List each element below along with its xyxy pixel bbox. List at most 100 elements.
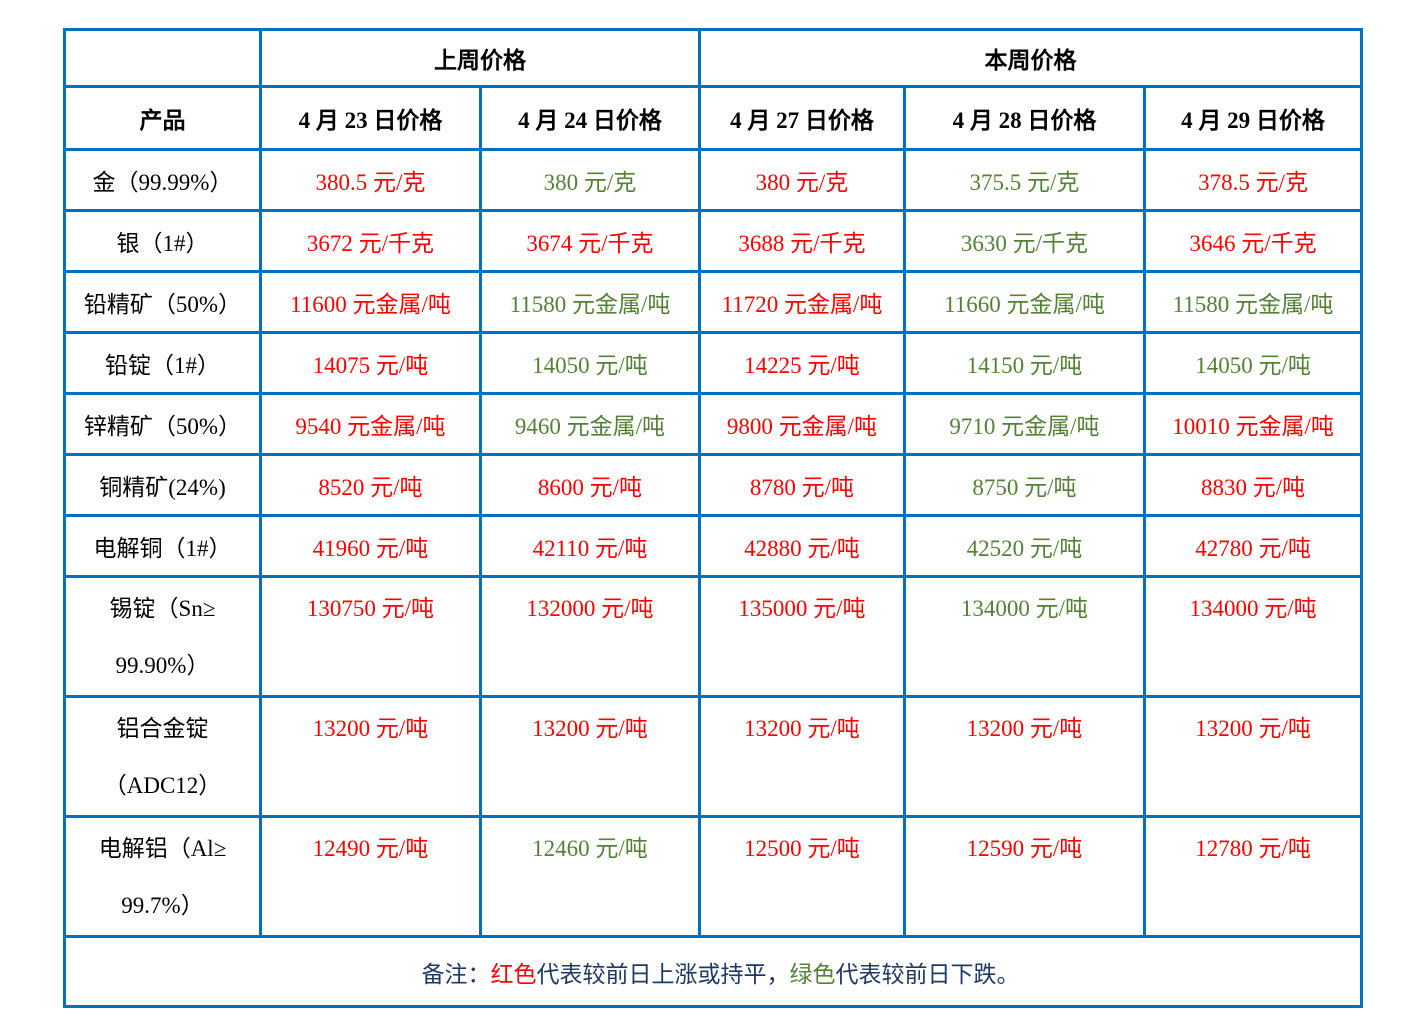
price-value: 42880 元/吨 (744, 536, 860, 561)
product-name-line2: 99.7%） (121, 893, 204, 918)
price-value: 42780 元/吨 (1195, 536, 1311, 561)
price-value: 14150 元/吨 (966, 353, 1083, 378)
table-row-tin-ingot: 锡锭（Sn≥ 99.90%） 130750 元/吨 132000 元/吨 135… (63, 575, 1364, 698)
this-week-group-header: 本周价格 (697, 28, 1364, 88)
date-column-header-apr24: 4 月 24 日价格 (479, 85, 701, 151)
product-cell: 铅精矿（50%） (63, 270, 262, 334)
note-cell: 备注：红色代表较前日上涨或持平，绿色代表较前日下跌。 (62, 935, 1364, 1008)
price-cell: 12780 元/吨 (1142, 815, 1364, 938)
price-value: 130750 元/吨 (306, 596, 435, 621)
product-name-line2: 99.90%） (115, 653, 210, 678)
price-value: 12590 元/吨 (966, 836, 1083, 861)
product-name: 锌精矿（50%） (83, 414, 242, 439)
group-header-row: 上周价格 本周价格 (63, 28, 1364, 88)
price-cell: 42880 元/吨 (698, 514, 906, 578)
price-cell: 3630 元/千克 (903, 209, 1146, 273)
price-value: 12500 元/吨 (744, 836, 860, 861)
price-cell: 132000 元/吨 (479, 575, 701, 698)
date-column-header-apr28: 4 月 28 日价格 (903, 85, 1146, 151)
price-cell: 3646 元/千克 (1142, 209, 1364, 273)
table-row-zinc-concentrate: 锌精矿（50%） 9540 元金属/吨 9460 元金属/吨 9800 元金属/… (63, 392, 1364, 456)
price-value: 9710 元金属/吨 (949, 414, 1100, 439)
product-column-header: 产品 (63, 85, 262, 151)
product-name: 铜精矿(24%) (99, 475, 226, 500)
price-cell: 12460 元/吨 (479, 815, 701, 938)
product-name: 电解铜（1#） (93, 536, 232, 561)
price-value: 12460 元/吨 (532, 836, 648, 861)
product-name-line1: 铝合金锭 (116, 716, 209, 741)
column-header-row: 产品 4 月 23 日价格 4 月 24 日价格 4 月 27 日价格 4 月 … (63, 85, 1364, 151)
product-name: 银（1#） (116, 231, 209, 256)
price-cell: 375.5 元/克 (903, 148, 1146, 212)
price-value: 134000 元/吨 (1189, 596, 1317, 621)
price-value: 9540 元金属/吨 (295, 414, 446, 439)
product-cell: 铝合金锭 （ADC12） (63, 695, 262, 818)
price-cell: 10010 元金属/吨 (1142, 392, 1364, 456)
price-value: 42110 元/吨 (532, 536, 648, 561)
price-value: 11720 元金属/吨 (721, 292, 883, 317)
price-value: 13200 元/吨 (744, 716, 860, 741)
price-value: 134000 元/吨 (960, 596, 1089, 621)
price-cell: 11720 元金属/吨 (698, 270, 906, 334)
product-name: 铅锭（1#） (105, 353, 220, 378)
price-cell: 135000 元/吨 (698, 575, 906, 698)
price-cell: 380 元/克 (698, 148, 906, 212)
product-cell: 电解铜（1#） (63, 514, 262, 578)
price-cell: 134000 元/吨 (903, 575, 1146, 698)
note-red-desc: 代表较前日上涨或持平， (536, 961, 790, 987)
price-value: 3674 元/千克 (526, 231, 654, 256)
price-cell: 11580 元金属/吨 (479, 270, 701, 334)
note-green-desc: 代表较前日下跌。 (835, 961, 1020, 987)
table-row-copper-concentrate: 铜精矿(24%) 8520 元/吨 8600 元/吨 8780 元/吨 8750… (63, 453, 1364, 517)
table-row-electrolytic-copper: 电解铜（1#） 41960 元/吨 42110 元/吨 42880 元/吨 42… (63, 514, 1364, 578)
price-value: 11580 元金属/吨 (1172, 292, 1334, 317)
price-value: 14050 元/吨 (1195, 353, 1311, 378)
price-cell: 8750 元/吨 (903, 453, 1146, 517)
price-cell: 13200 元/吨 (903, 695, 1146, 818)
price-cell: 13200 元/吨 (479, 695, 701, 818)
product-cell: 金（99.99%） (63, 148, 262, 212)
price-value: 8830 元/吨 (1200, 475, 1306, 500)
price-cell: 12500 元/吨 (698, 815, 906, 938)
price-value: 14050 元/吨 (532, 353, 648, 378)
price-cell: 9800 元金属/吨 (698, 392, 906, 456)
price-value: 14225 元/吨 (744, 353, 860, 378)
metal-price-table: 上周价格 本周价格 产品 4 月 23 日价格 4 月 24 日价格 4 月 2… (62, 28, 1364, 1008)
price-cell: 14225 元/吨 (698, 331, 906, 395)
last-week-group-header: 上周价格 (259, 28, 701, 88)
price-value: 13200 元/吨 (1195, 716, 1311, 741)
price-value: 11580 元金属/吨 (509, 292, 671, 317)
price-value: 13200 元/吨 (532, 716, 648, 741)
price-value: 8600 元/吨 (537, 475, 643, 500)
price-value: 380 元/克 (755, 170, 849, 195)
note-green-word: 绿色 (789, 961, 836, 987)
price-cell: 42780 元/吨 (1142, 514, 1364, 578)
table-row-lead-ingot: 铅锭（1#） 14075 元/吨 14050 元/吨 14225 元/吨 141… (63, 331, 1364, 395)
price-value: 380.5 元/克 (315, 170, 426, 195)
corner-cell (63, 28, 262, 88)
price-cell: 134000 元/吨 (1142, 575, 1364, 698)
table-row-lead-concentrate: 铅精矿（50%） 11600 元金属/吨 11580 元金属/吨 11720 元… (63, 270, 1364, 334)
price-value: 12490 元/吨 (312, 836, 429, 861)
price-cell: 8520 元/吨 (259, 453, 482, 517)
price-value: 11600 元金属/吨 (290, 292, 451, 317)
product-name-line1: 锡锭（Sn≥ (109, 596, 216, 621)
price-cell: 11660 元金属/吨 (903, 270, 1146, 334)
product-cell: 电解铝（Al≥ 99.7%） (63, 815, 262, 938)
price-value: 135000 元/吨 (738, 596, 866, 621)
price-cell: 41960 元/吨 (259, 514, 482, 578)
price-value: 14075 元/吨 (312, 353, 429, 378)
price-cell: 378.5 元/克 (1142, 148, 1364, 212)
price-cell: 380.5 元/克 (259, 148, 482, 212)
price-cell: 130750 元/吨 (259, 575, 482, 698)
price-cell: 12590 元/吨 (903, 815, 1146, 938)
price-cell: 8830 元/吨 (1142, 453, 1364, 517)
price-cell: 11580 元金属/吨 (1142, 270, 1364, 334)
price-value: 375.5 元/克 (969, 170, 1080, 195)
price-cell: 3672 元/千克 (259, 209, 482, 273)
table-row-gold: 金（99.99%） 380.5 元/克 380 元/克 380 元/克 375.… (63, 148, 1364, 212)
price-cell: 42520 元/吨 (903, 514, 1146, 578)
product-cell: 锌精矿（50%） (63, 392, 262, 456)
price-value: 11660 元金属/吨 (944, 292, 1105, 317)
